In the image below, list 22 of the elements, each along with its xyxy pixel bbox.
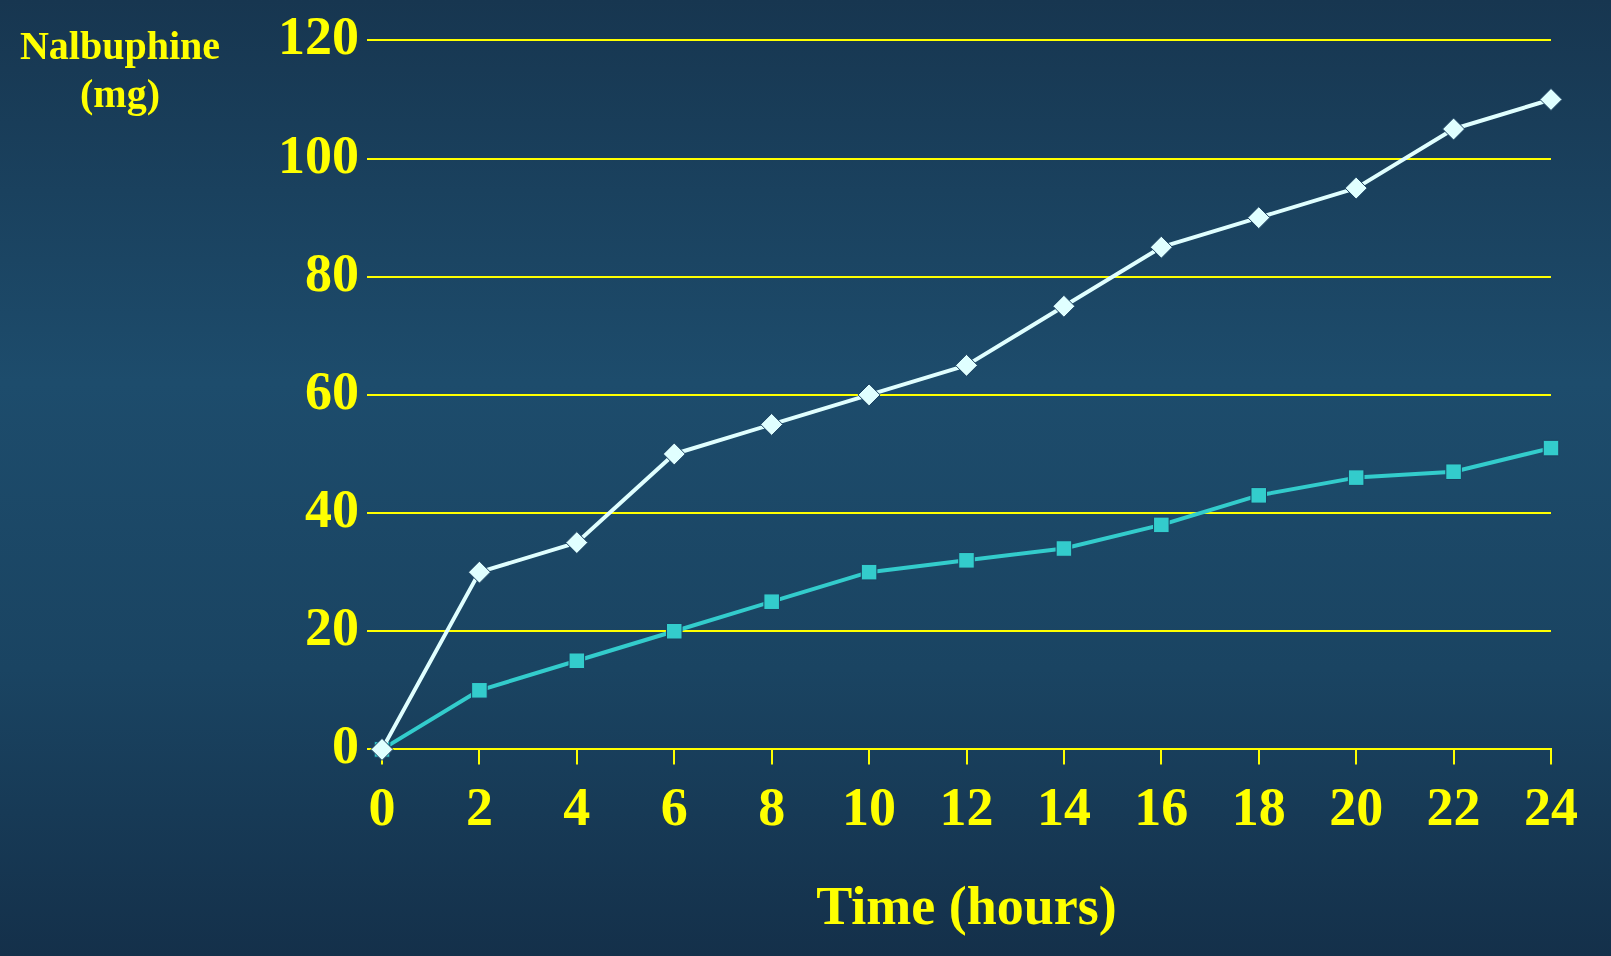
- x-tick-label: 18: [1231, 776, 1286, 837]
- x-tick-label: 16: [1134, 776, 1189, 837]
- x-tick-label: 0: [368, 776, 396, 837]
- x-tick-label: 10: [842, 776, 897, 837]
- y-tick-label: 100: [278, 124, 359, 185]
- x-tick-label: 24: [1524, 776, 1578, 837]
- y-tick-label: 60: [305, 360, 359, 421]
- x-tick-label: 2: [465, 776, 493, 837]
- x-tick-label: 12: [939, 776, 994, 837]
- y-tick-label: 40: [305, 479, 359, 540]
- x-axis-title: Time (hours): [816, 875, 1117, 936]
- x-tick-label: 20: [1329, 776, 1384, 837]
- y-tick-label: 120: [278, 6, 359, 67]
- x-tick-label: 6: [660, 776, 688, 837]
- y-tick-label: 20: [305, 597, 359, 658]
- x-tick-label: 14: [1036, 776, 1091, 837]
- y-tick-label: 0: [332, 715, 359, 776]
- y-axis-title: Nalbuphine (mg): [18, 22, 222, 118]
- y-tick-label: 80: [305, 242, 359, 303]
- x-tick-label: 8: [758, 776, 786, 837]
- x-tick-label: 4: [563, 776, 591, 837]
- x-tick-label: 22: [1426, 776, 1481, 837]
